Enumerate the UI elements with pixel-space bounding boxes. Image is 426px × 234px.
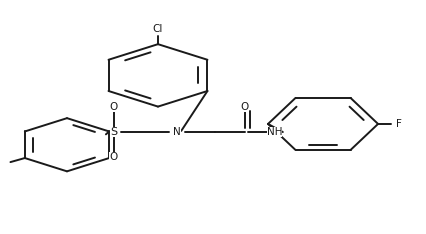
Text: S: S (110, 127, 117, 137)
Text: F: F (396, 119, 402, 129)
Text: Cl: Cl (153, 24, 163, 34)
Text: O: O (241, 102, 249, 112)
Text: NH: NH (267, 127, 282, 137)
Text: O: O (109, 102, 118, 112)
Text: O: O (109, 153, 118, 162)
Text: N: N (173, 127, 181, 137)
